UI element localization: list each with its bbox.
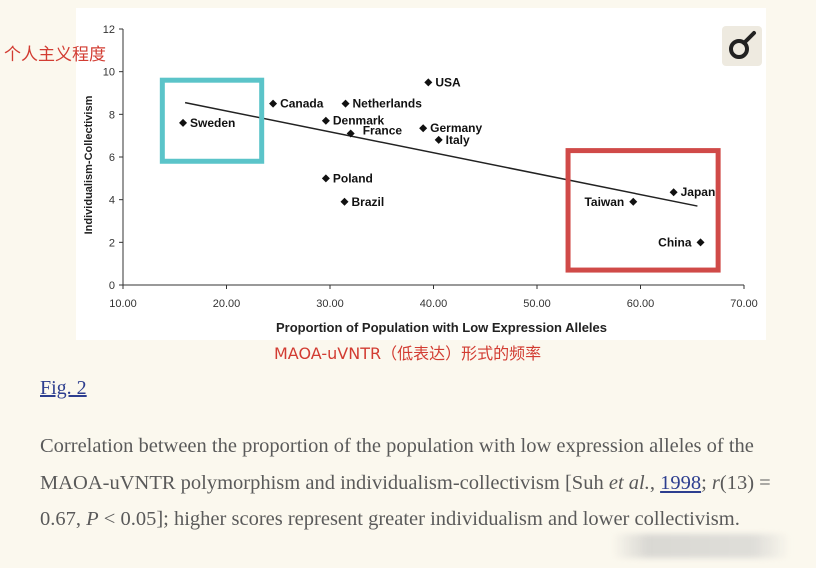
sweden-highlight-box [159,77,265,164]
y-tick-label: 6 [109,152,115,164]
data-point-france [346,129,355,138]
data-point-usa [424,78,433,87]
x-tick-label: 30.00 [316,298,344,310]
caption-comma: , [649,471,661,494]
y-tick-label: 12 [103,24,115,36]
y-tick-label: 10 [103,67,115,79]
x-axis-label: Proportion of Population with Low Expres… [276,320,607,335]
x-annotation-chinese: MAOA-uVNTR（低表达）形式的频率 [274,344,542,363]
data-label-poland: Poland [333,171,373,185]
data-label-sweden: Sweden [190,116,235,130]
x-tick-label: 70.00 [730,298,758,310]
caption-p-symbol: P [86,508,99,530]
x-tick-label: 10.00 [109,298,137,310]
y-tick-label: 0 [109,280,115,292]
y-tick-label: 2 [109,237,115,249]
data-point-brazil [340,197,349,206]
caption-et-al: et al. [608,471,650,494]
data-point-italy [434,135,443,144]
chart-panel: 0 2 4 6 8 10 12 10.00 20.00 30.00 40.00 50.00 60.00 7… [76,8,766,340]
publisher-logo-icon [722,26,762,66]
data-label-canada: Canada [280,97,324,111]
scatter-chart: 0 2 4 6 8 10 12 10.00 20.00 30.00 40.00 50.00 60.00 7… [83,24,758,335]
data-label-japan: Japan [681,185,716,199]
data-point-canada [269,99,278,108]
data-label-germany: Germany [430,121,482,135]
blurred-watermark [612,534,790,558]
data-point-china [696,238,705,247]
data-label-usa: USA [435,75,461,89]
caption-text-2: ; [701,471,712,494]
data-point-sweden [179,118,188,127]
y-axis-label: Individualism-Collectivism [83,95,95,234]
east-asia-highlight-box [565,148,721,273]
x-tick-label: 60.00 [627,298,655,310]
trend-line [184,101,698,207]
y-tick-label: 8 [109,109,115,121]
caption-text-3: (13) = 0.67, [40,471,771,531]
figure-caption: Correlation between the proportion of th… [40,428,790,538]
x-tick-label: 40.00 [420,298,448,310]
citation-year-link[interactable]: 1998 [660,471,702,494]
caption-r-symbol: r [711,471,720,494]
caption-text-4: < 0.05]; higher scores represent greater… [98,508,740,530]
figure-link[interactable]: Fig. 2 [40,377,87,399]
x-tick-label: 50.00 [523,298,551,310]
data-point-denmark [321,116,330,125]
data-point-japan [669,188,678,197]
y-tick-label: 4 [109,195,115,207]
data-point-poland [321,174,330,183]
caption-text-1: Correlation between the proportion of th… [40,435,754,494]
data-label-netherlands: Netherlands [353,97,423,111]
data-point-taiwan [629,197,638,206]
data-label-taiwan: Taiwan [584,195,624,209]
data-point-germany [419,124,428,133]
data-label-italy: Italy [446,133,470,147]
x-tick-label: 20.00 [213,298,241,310]
y-annotation-chinese: 个人主义程度 [4,45,106,65]
data-label-china: China [658,235,692,249]
data-label-france: France [363,124,403,138]
data-point-netherlands [341,99,350,108]
data-label-brazil: Brazil [351,195,384,209]
data-label-denmark: Denmark [333,114,385,128]
